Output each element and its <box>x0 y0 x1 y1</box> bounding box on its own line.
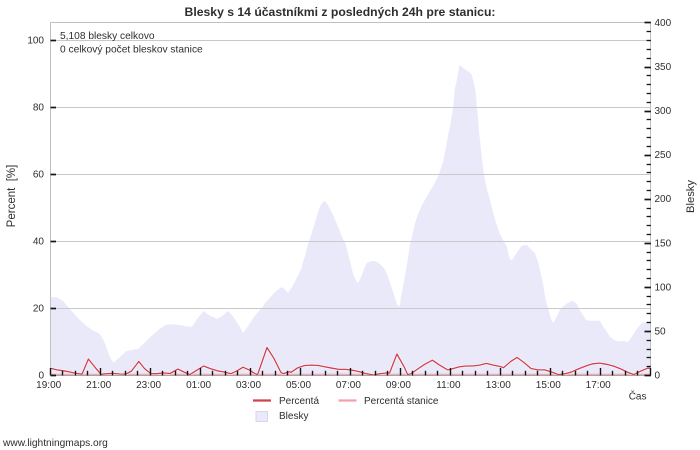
svg-text:100: 100 <box>655 282 672 293</box>
svg-text:01:00: 01:00 <box>186 380 211 391</box>
svg-text:350: 350 <box>655 62 672 73</box>
svg-text:400: 400 <box>655 18 672 29</box>
svg-text:Percent [%]: Percent [%] <box>6 165 18 228</box>
svg-text:07:00: 07:00 <box>336 380 361 391</box>
svg-text:40: 40 <box>33 237 45 248</box>
svg-text:05:00: 05:00 <box>286 380 311 391</box>
svg-text:21:00: 21:00 <box>86 380 111 391</box>
svg-text:09:00: 09:00 <box>386 380 411 391</box>
svg-text:Percentá: Percentá <box>279 396 319 407</box>
svg-text:19:00: 19:00 <box>36 380 61 391</box>
svg-text:100: 100 <box>27 36 44 47</box>
svg-text:Percentá stanice: Percentá stanice <box>364 396 439 407</box>
svg-text:150: 150 <box>655 238 672 249</box>
svg-text:0: 0 <box>38 371 44 382</box>
svg-text:250: 250 <box>655 150 672 161</box>
svg-text:17:00: 17:00 <box>586 380 611 391</box>
svg-text:Čas: Čas <box>629 390 647 403</box>
svg-text:50: 50 <box>655 326 667 337</box>
svg-text:15:00: 15:00 <box>536 380 561 391</box>
svg-text:60: 60 <box>33 170 45 181</box>
svg-text:www.lightningmaps.org: www.lightningmaps.org <box>2 438 108 449</box>
svg-text:Blesky: Blesky <box>685 180 697 213</box>
svg-text:0 celkový počet bleskov stanic: 0 celkový počet bleskov stanice <box>60 45 203 56</box>
svg-text:13:00: 13:00 <box>486 380 511 391</box>
svg-text:Blesky: Blesky <box>279 411 308 422</box>
svg-text:11:00: 11:00 <box>436 380 461 391</box>
svg-text:80: 80 <box>33 103 45 114</box>
svg-text:0: 0 <box>655 371 661 382</box>
svg-text:Blesky s 14 účastníkmi z posle: Blesky s 14 účastníkmi z posledných 24h … <box>185 5 496 19</box>
svg-text:5,108 blesky celkovo: 5,108 blesky celkovo <box>60 31 155 42</box>
svg-text:200: 200 <box>655 194 672 205</box>
svg-text:23:00: 23:00 <box>136 380 161 391</box>
svg-text:03:00: 03:00 <box>236 380 261 391</box>
svg-text:300: 300 <box>655 106 672 117</box>
svg-text:20: 20 <box>33 304 45 315</box>
